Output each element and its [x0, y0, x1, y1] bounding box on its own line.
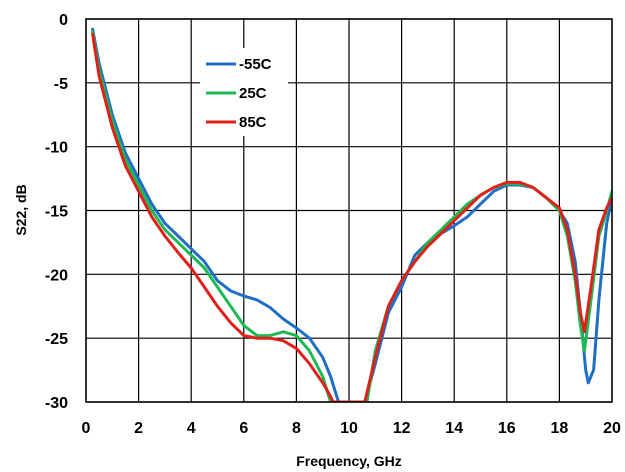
x-tick-label: 2: [134, 420, 143, 437]
series-line-85C: [91, 32, 612, 402]
x-tick-labels: 0 2 4 6 8 10 12 14 16 18 20: [82, 420, 621, 437]
y-axis-title: S22, dB: [13, 184, 29, 235]
y-tick-label: -15: [45, 204, 68, 221]
x-tick-label: 4: [187, 420, 196, 437]
x-axis-title: Frequency, GHz: [296, 453, 402, 469]
x-tick-label: 6: [239, 420, 248, 437]
x-tick-label: 12: [393, 420, 411, 437]
x-tick-label: 18: [551, 420, 569, 437]
series-line--55C: [91, 27, 612, 402]
y-tick-label: -5: [54, 76, 68, 93]
y-tick-label: -25: [45, 331, 68, 348]
legend-label: 85C: [239, 114, 267, 131]
y-tick-label: -30: [45, 395, 68, 412]
y-tick-label: -20: [45, 267, 68, 284]
x-tick-label: 20: [603, 420, 621, 437]
x-tick-label: 0: [82, 420, 91, 437]
plot-frame: [85, 18, 613, 403]
legend-label: -55C: [239, 56, 272, 73]
y-tick-labels: 0 -5 -10 -15 -20 -25 -30: [45, 12, 68, 412]
legend-label: 25C: [239, 85, 267, 102]
x-tick-label: 14: [445, 420, 463, 437]
series-line-25C: [91, 30, 612, 402]
x-tick-label: 16: [498, 420, 516, 437]
legend: -55C 25C 85C: [200, 48, 288, 136]
x-tick-label: 10: [340, 420, 358, 437]
y-tick-label: 0: [59, 12, 68, 29]
series-group: [91, 27, 612, 402]
y-tick-label: -10: [45, 140, 68, 157]
x-tick-label: 8: [292, 420, 301, 437]
